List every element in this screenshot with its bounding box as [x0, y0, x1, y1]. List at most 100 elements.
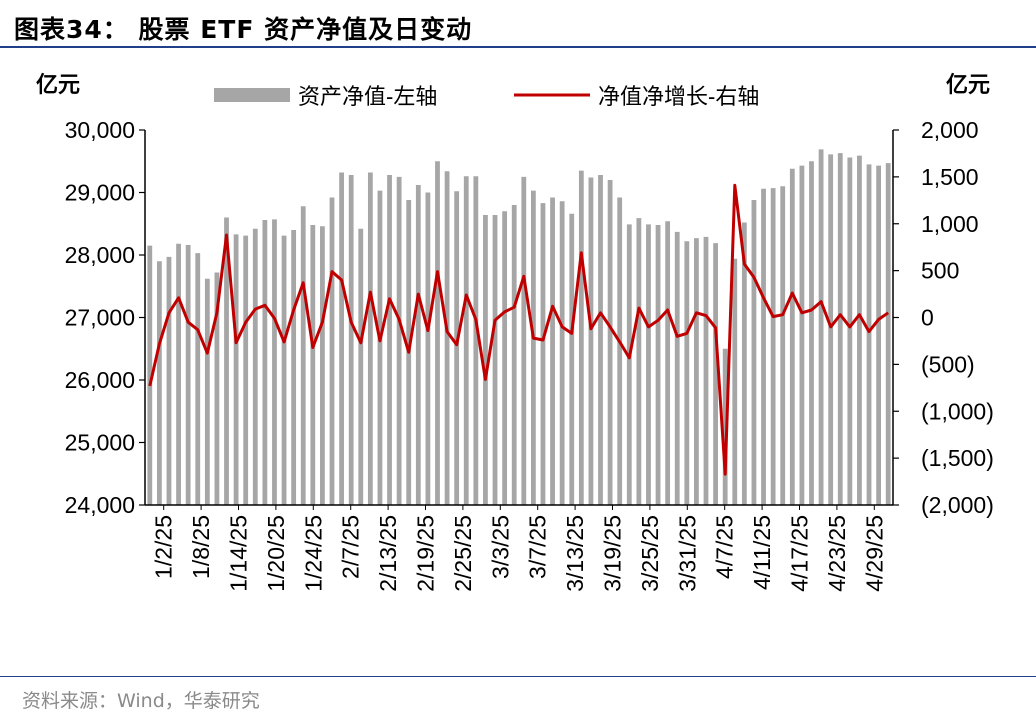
x-tick-label: 2/19/25: [413, 515, 439, 592]
bar: [454, 191, 460, 505]
left-tick-label: 26,000: [65, 367, 135, 393]
bar: [636, 218, 642, 505]
x-tick-label: 3/25/25: [637, 515, 663, 592]
legend-label-line: 净值净增长-右轴: [598, 84, 759, 109]
left-tick-label: 28,000: [65, 242, 135, 268]
bar: [876, 165, 882, 505]
x-tick-label: 4/23/25: [824, 515, 850, 592]
bar: [866, 164, 872, 505]
x-tick-label: 3/3/25: [487, 515, 513, 579]
left-tick-label: 29,000: [65, 180, 135, 206]
bar: [425, 192, 431, 505]
bar: [617, 197, 623, 505]
bar: [722, 348, 728, 505]
bar: [578, 170, 584, 505]
bar: [837, 153, 843, 505]
bar: [272, 219, 277, 505]
left-unit-label: 亿元: [36, 72, 80, 97]
bar: [473, 176, 479, 505]
bar: [626, 224, 632, 505]
bar: [741, 222, 747, 505]
bar: [703, 236, 709, 505]
bar: [789, 168, 795, 505]
bar: [224, 217, 229, 505]
bar: [329, 197, 335, 505]
left-tick-label: 27,000: [65, 305, 135, 331]
bar: [444, 171, 450, 505]
bar: [214, 272, 220, 505]
bar: [684, 241, 690, 505]
bar: [770, 188, 776, 505]
bar: [713, 243, 718, 505]
left-tick-label: 25,000: [65, 430, 135, 456]
bar: [348, 175, 354, 505]
bar: [521, 176, 527, 505]
bar: [291, 230, 297, 505]
bar: [281, 235, 287, 505]
bar: [377, 190, 383, 505]
bar: [674, 231, 680, 505]
bar: [732, 258, 738, 505]
bar: [166, 256, 172, 505]
bar: [252, 228, 258, 505]
bar: [646, 224, 651, 505]
bar-series: [147, 149, 891, 505]
bar: [559, 201, 565, 505]
right-tick-label: 1,000: [921, 211, 979, 237]
bar: [598, 175, 603, 505]
bar: [195, 253, 201, 505]
right-unit-label: 亿元: [946, 72, 990, 97]
x-tick-label: 1/14/25: [226, 515, 252, 592]
left-tick-label: 24,000: [65, 492, 135, 518]
bar: [483, 215, 488, 505]
bar: [530, 190, 536, 505]
bar: [828, 154, 834, 505]
bar: [262, 220, 268, 505]
title-rule: [0, 46, 1036, 48]
x-tick-label: 4/11/25: [749, 515, 775, 590]
bar: [809, 161, 814, 505]
right-tick-label: 0: [921, 305, 934, 331]
left-axis-ticks: 24,000 25,000 26,000 27,000 28,000 29,000 30,0…: [65, 117, 145, 518]
bar: [204, 278, 210, 505]
bar: [857, 155, 862, 505]
bar: [310, 225, 316, 505]
bar: [847, 157, 853, 505]
bar: [761, 188, 766, 505]
right-tick-label: (1,500): [921, 445, 994, 471]
bar: [233, 234, 239, 505]
bar: [780, 186, 786, 505]
bar: [435, 161, 440, 505]
bar: [751, 200, 757, 505]
left-axis-unit: 亿元: [36, 72, 80, 97]
bar: [540, 203, 546, 505]
x-tick-label: 3/7/25: [525, 515, 551, 579]
x-tick-label: 4/29/25: [861, 515, 887, 592]
bar: [492, 215, 498, 505]
bar: [396, 176, 402, 505]
bar: [885, 163, 891, 505]
bar: [569, 213, 575, 505]
right-tick-label: (1,000): [921, 398, 994, 424]
legend: 资产净值-左轴 净值净增长-右轴: [214, 84, 759, 109]
bar: [799, 165, 805, 505]
bar: [147, 245, 153, 505]
right-tick-label: (2,000): [921, 492, 994, 518]
net-growth-line: [148, 183, 890, 476]
bar: [502, 211, 508, 505]
right-axis-ticks: (2,000) (1,500) (1,000) (500) 0 500 1,000 1,500…: [893, 117, 994, 518]
bar: [176, 243, 181, 505]
x-tick-label: 1/2/25: [151, 515, 177, 579]
x-tick-label: 2/25/25: [450, 515, 476, 592]
bar: [588, 177, 594, 505]
bar: [156, 261, 162, 505]
bar: [320, 226, 325, 505]
line-series: [148, 183, 890, 476]
bar: [655, 225, 661, 505]
x-tick-label: 3/19/25: [600, 515, 626, 592]
bar: [243, 235, 249, 505]
x-axis-ticks: 1/2/25 1/8/25 1/14/25 1/20/25 1/24/25 2/7/25 2…: [151, 505, 887, 592]
source-note: 资料来源：Wind，华泰研究: [22, 690, 260, 712]
right-tick-label: 500: [921, 258, 959, 284]
